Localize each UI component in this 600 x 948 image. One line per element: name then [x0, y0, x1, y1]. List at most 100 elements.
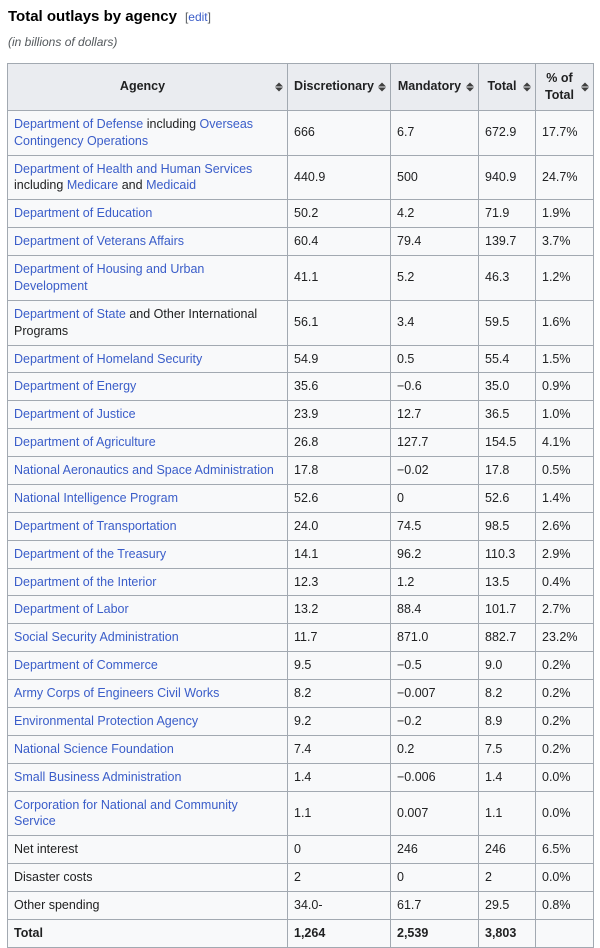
total-cell: 1.1	[478, 790, 536, 837]
agency-link[interactable]: Department of Veterans Affairs	[14, 234, 185, 249]
mandatory-cell: 79.4	[390, 227, 479, 256]
pct-cell: 1.0%	[535, 400, 594, 430]
total-cell: 154.5	[478, 428, 536, 457]
table-row: Department of the Treasury 14.1 96.2 110.3 2…	[7, 539, 594, 569]
pct-cell	[535, 918, 594, 948]
agency-text: Total	[14, 925, 43, 940]
mandatory-cell: −0.6	[390, 372, 479, 402]
mandatory-cell: 5.2	[390, 255, 479, 301]
table-row: Other spending 34.0- 61.7 29.5 0.8%	[7, 891, 594, 920]
column-header-mandatory[interactable]: Mandatory	[390, 63, 479, 111]
agency-link[interactable]: Environmental Protection Agency	[14, 713, 199, 728]
agency-link[interactable]: Department of Commerce	[14, 658, 158, 673]
total-cell: 7.5	[478, 734, 536, 764]
agency-link[interactable]: Social Security Administration	[14, 630, 179, 645]
agency-cell: Social Security Administration	[7, 623, 288, 653]
agency-link[interactable]: Department of Labor	[14, 602, 129, 617]
agency-text: Disaster costs	[14, 870, 93, 885]
agency-text: and	[118, 178, 147, 193]
table-row: National Aeronautics and Space Administr…	[7, 456, 594, 485]
agency-cell: Corporation for National and Community S…	[7, 790, 288, 837]
agency-link[interactable]: Department of the Treasury	[14, 546, 167, 561]
agency-link[interactable]: National Science Foundation	[14, 741, 174, 756]
agency-link[interactable]: Medicare	[66, 178, 119, 193]
table-row: National Intelligence Program 52.6 0 52.6 1.…	[7, 483, 594, 513]
agency-link[interactable]: Department of Justice	[14, 407, 136, 422]
sort-arrows-icon[interactable]	[580, 82, 589, 91]
column-header-total[interactable]: Total	[478, 63, 536, 111]
edit-bracket-close: ]	[207, 10, 211, 24]
pct-cell: 3.7%	[535, 227, 594, 256]
agency-link[interactable]: Small Business Administration	[14, 769, 182, 784]
table-row: Department of Housing and Urban Developm…	[7, 255, 594, 301]
pct-cell: 0.2%	[535, 679, 594, 708]
discretionary-cell: 1,264	[287, 918, 391, 948]
pct-cell: 0.4%	[535, 567, 594, 597]
discretionary-cell: 9.5	[287, 651, 391, 680]
total-cell: 8.2	[478, 679, 536, 708]
mandatory-cell: 871.0	[390, 623, 479, 653]
agency-link[interactable]: National Intelligence Program	[14, 490, 178, 505]
agency-text: including	[14, 178, 67, 193]
agency-link[interactable]: Army Corps of Engineers Civil Works	[14, 686, 220, 700]
total-cell: 2	[478, 863, 536, 892]
discretionary-cell: 60.4	[287, 227, 391, 256]
table-row: Department of Veterans Affairs 60.4 79.4 13…	[7, 227, 594, 256]
edit-link[interactable]: edit	[188, 10, 208, 24]
agency-link[interactable]: Department of Housing and Urban Developm…	[14, 262, 205, 293]
discretionary-cell: 13.2	[287, 595, 391, 625]
discretionary-cell: 52.6	[287, 483, 391, 513]
agency-link[interactable]: Department of Transportation	[14, 518, 177, 533]
agency-link[interactable]: Department of State	[14, 306, 126, 321]
table-row: Environmental Protection Agency 9.2 −0.2 8.…	[7, 706, 594, 736]
mandatory-cell: −0.02	[390, 456, 479, 485]
discretionary-cell: 12.3	[287, 567, 391, 597]
total-cell: 110.3	[478, 539, 536, 569]
mandatory-cell: −0.006	[390, 762, 479, 792]
total-cell: 13.5	[478, 567, 536, 597]
pct-cell: 0.5%	[535, 456, 594, 485]
agency-link[interactable]: National Aeronautics and Space Administr…	[14, 463, 274, 477]
table-header: Agency Discretionary Mandatory Total % of To…	[7, 63, 594, 111]
table-row: Net interest 0 246 246 6.5%	[7, 835, 594, 865]
agency-link[interactable]: Corporation for National and Community S…	[14, 797, 238, 829]
agency-cell: Department of Homeland Security	[7, 344, 288, 374]
table-row: Army Corps of Engineers Civil Works 8.2 −0…	[7, 679, 594, 708]
total-cell: 8.9	[478, 706, 536, 736]
discretionary-cell: 50.2	[287, 199, 391, 229]
agency-link[interactable]: Department of Agriculture	[14, 435, 156, 450]
agency-link[interactable]: Medicaid	[146, 178, 197, 193]
mandatory-cell: 0	[390, 863, 479, 892]
column-header-pct[interactable]: % of Total	[535, 63, 594, 111]
sort-arrows-icon[interactable]	[522, 82, 531, 91]
agency-link[interactable]: Department of the Interior	[14, 574, 157, 589]
column-header-discretionary[interactable]: Discretionary	[287, 63, 391, 111]
sort-arrows-icon[interactable]	[274, 82, 283, 91]
pct-cell: 0.0%	[535, 790, 594, 837]
agency-link[interactable]: Department of Defense	[14, 116, 144, 131]
agency-text: and Other International Programs	[14, 306, 258, 338]
agency-link[interactable]: Department of Homeland Security	[14, 351, 203, 366]
discretionary-cell: 17.8	[287, 456, 391, 485]
table-row: National Science Foundation 7.4 0.2 7.5 0.2%	[7, 734, 594, 764]
discretionary-cell: 34.0-	[287, 891, 391, 920]
table-row: Department of Justice 23.9 12.7 36.5 1.0%	[7, 400, 594, 430]
agency-link[interactable]: Department of Education	[14, 206, 153, 221]
mandatory-cell: −0.5	[390, 651, 479, 680]
sort-arrows-icon[interactable]	[465, 82, 474, 91]
total-cell: 246	[478, 835, 536, 865]
column-header-label: Agency	[119, 79, 166, 94]
sort-arrows-icon[interactable]	[377, 82, 386, 91]
column-header-agency[interactable]: Agency	[7, 63, 288, 111]
agency-cell: National Intelligence Program	[7, 483, 288, 513]
discretionary-cell: 24.0	[287, 511, 391, 541]
mandatory-cell: 246	[390, 835, 479, 865]
table-row: Department of Health and Human Services …	[7, 154, 594, 201]
agency-cell: Department of Veterans Affairs	[7, 227, 288, 256]
agency-link[interactable]: Department of Health and Human Services	[14, 161, 253, 176]
agency-link[interactable]: Department of Energy	[14, 379, 137, 394]
agency-link[interactable]: Overseas Contingency Operations	[14, 116, 254, 148]
table-row: Department of Agriculture 26.8 127.7 154.5 4…	[7, 428, 594, 457]
discretionary-cell: 1.4	[287, 762, 391, 792]
pct-cell: 1.2%	[535, 255, 594, 301]
